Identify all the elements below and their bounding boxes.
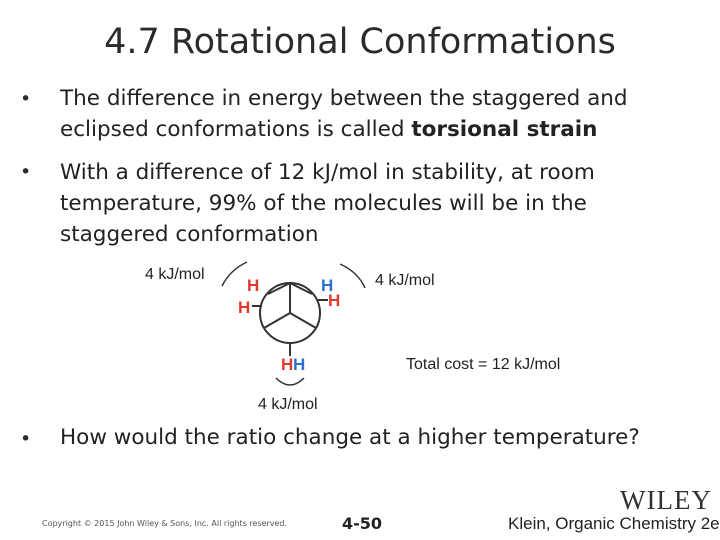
total-cost-label: Total cost = 12 kJ/mol [406,356,560,373]
arc [275,377,305,386]
energy-label-bottom: 4 kJ/mol [258,396,318,413]
energy-label-top-left: 4 kJ/mol [145,266,205,283]
bullet-text-stability: With a difference of 12 kJ/mol in stabil… [60,160,595,247]
h-atom: H [247,276,259,295]
h-atom: H [328,291,340,310]
h-atom: H [321,276,333,295]
h-atom: H [238,298,250,317]
h-atom: H [293,355,305,374]
bullet-marker: • [20,161,32,183]
h-atom: H [281,355,293,374]
footer-page-number: 4-50 [342,514,383,533]
slide-title: 4.7 Rotational Conformations [104,22,616,62]
footer-reference: Klein, Organic Chemistry 2e [508,514,720,533]
footer-copyright: Copyright © 2015 John Wiley & Sons, Inc.… [42,519,288,528]
arc [221,261,248,287]
bullet-text: The difference in energy between the sta… [60,86,628,142]
wiley-logo: WILEY [620,485,712,515]
bullet-marker: • [20,428,32,450]
bold-term: torsional strain [411,117,598,142]
bullet-marker: • [20,88,32,110]
bullet-text-question: How would the ratio change at a higher t… [60,425,640,450]
arc [339,263,366,289]
bullet-text-torsional-strain: The difference in energy between the sta… [60,83,700,145]
energy-label-top-right: 4 kJ/mol [375,272,435,289]
